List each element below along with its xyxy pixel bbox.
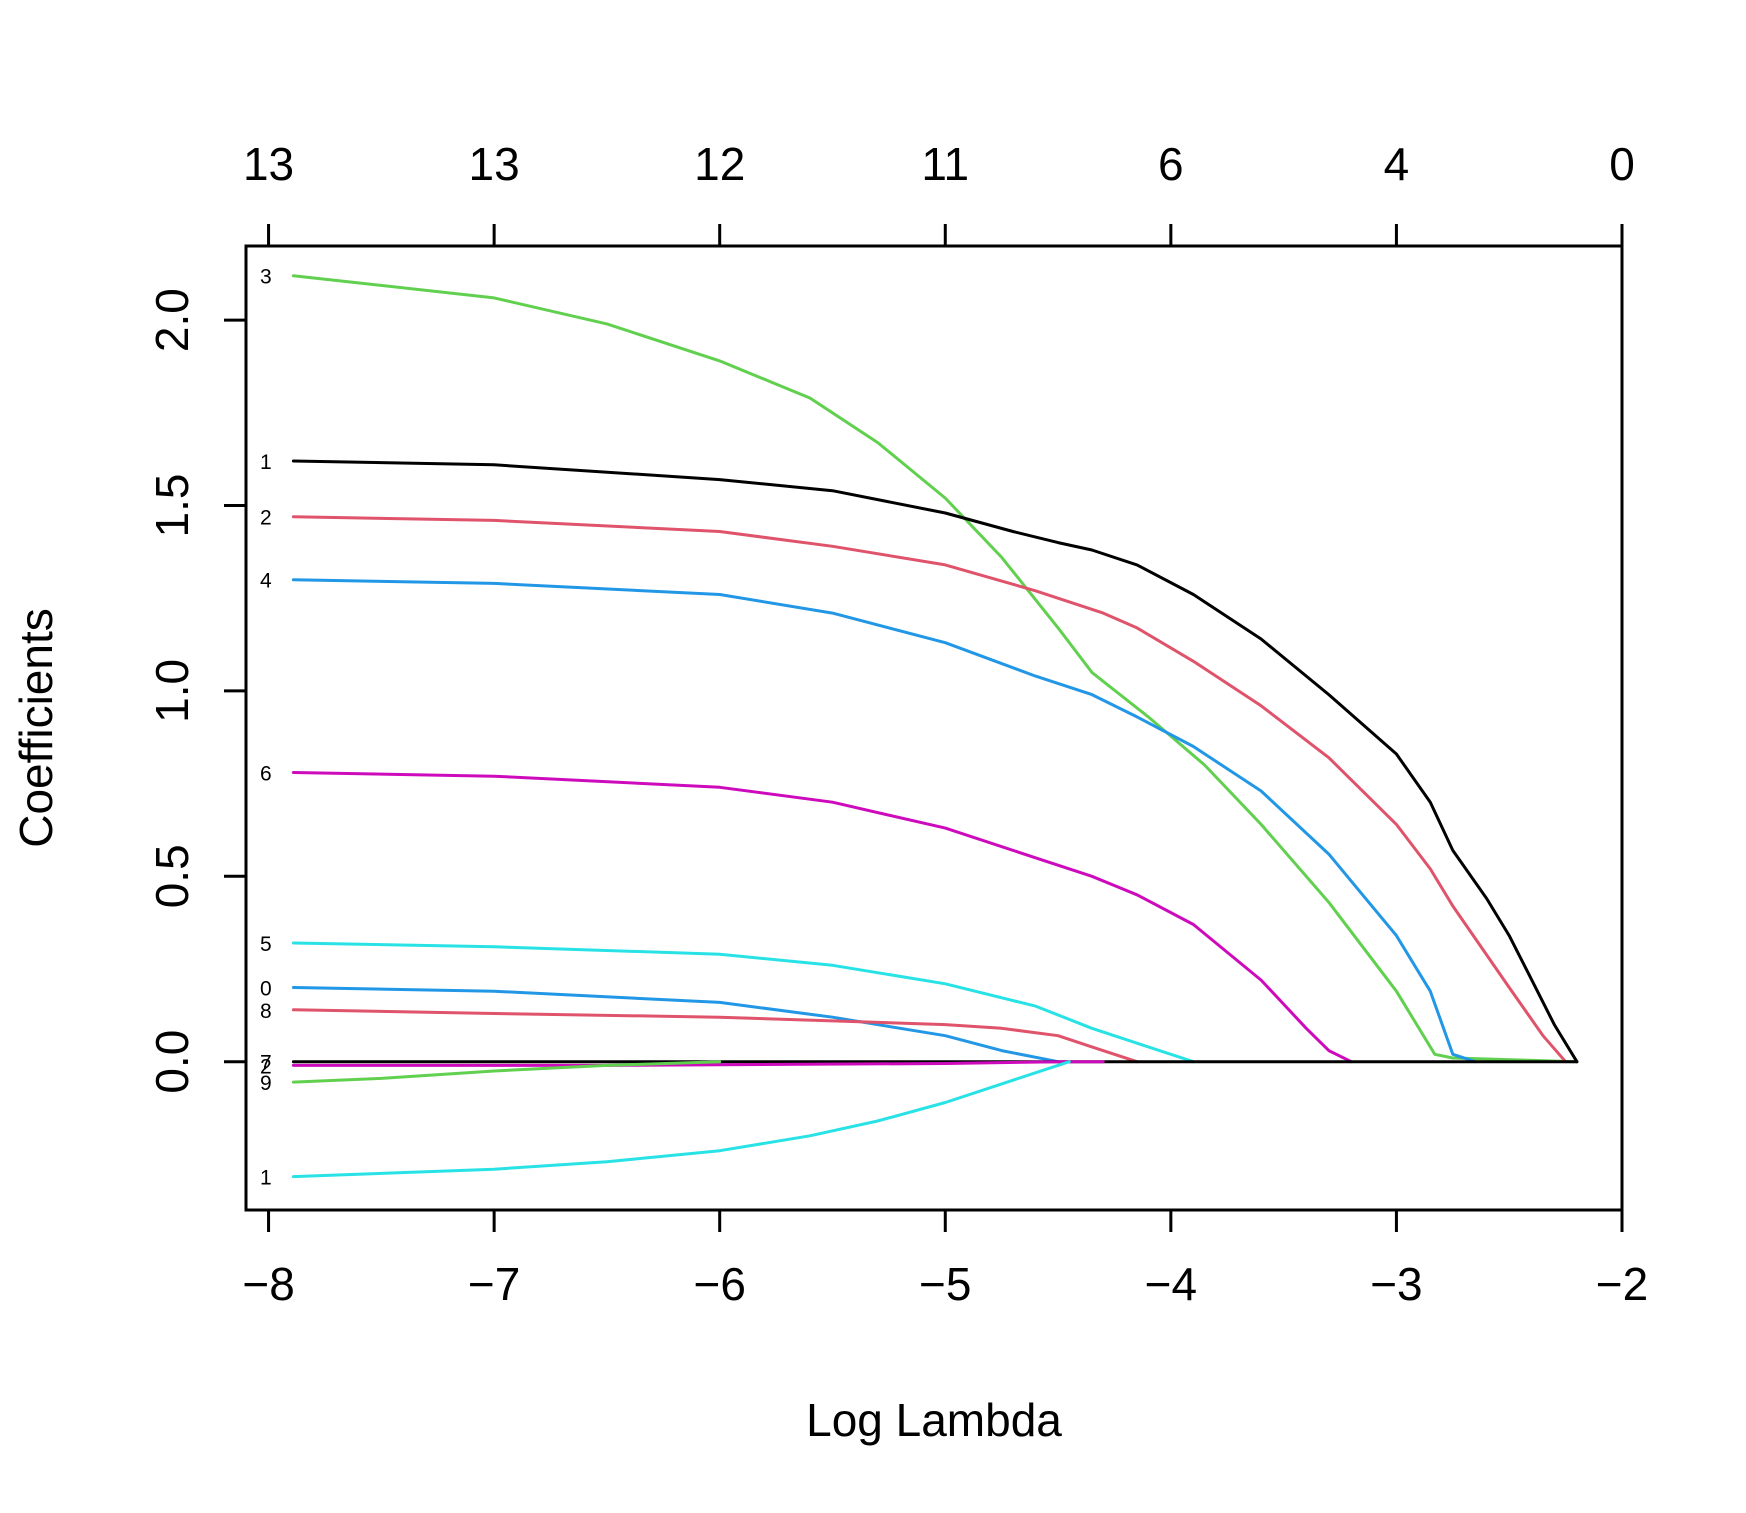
x-tick-label-5: −3 (1370, 1258, 1422, 1310)
top-tick-label-0: 13 (243, 138, 294, 190)
top-tick-label-4: 6 (1158, 138, 1184, 190)
curve-series-5 (291, 941, 1195, 1064)
curve-label-5: 5 (260, 933, 272, 956)
curve-label-0: 3 (260, 266, 272, 289)
top-tick-label-5: 4 (1384, 138, 1410, 190)
curve-label-2: 2 (260, 507, 272, 530)
top-tick-label-2: 12 (694, 138, 745, 190)
curve-series-4 (291, 771, 1353, 1064)
curve-series-7 (291, 1008, 1139, 1064)
x-tick-label-1: −7 (468, 1258, 520, 1310)
y-tick-label-1: 0.5 (146, 844, 198, 908)
curve-series-10 (291, 1060, 722, 1084)
left-axis: 0.0 0.5 1.0 1.5 2.0 (146, 288, 246, 1094)
plot-frame (244, 244, 1624, 1212)
top-tick-label-3: 11 (921, 138, 969, 190)
y-tick-label-4: 2.0 (146, 288, 198, 352)
x-tick-label-6: −2 (1596, 1258, 1648, 1310)
curve-series-9 (291, 1060, 1105, 1067)
y-axis-title: Coefficients (10, 608, 62, 848)
curve-series-6 (291, 986, 1060, 1064)
x-tick-label-4: −4 (1145, 1258, 1197, 1310)
y-tick-label-0: 0.0 (146, 1030, 198, 1094)
curve-series-2 (291, 515, 1568, 1064)
curve-series-1 (291, 459, 1579, 1064)
curve-series-11 (291, 1060, 1071, 1179)
curve-label-1: 1 (260, 451, 272, 474)
top-tick-label-1: 13 (469, 138, 520, 190)
x-axis-title: Log Lambda (806, 1394, 1062, 1446)
bottom-axis: −8 −7 −6 −5 −4 −3 −2 (242, 1210, 1648, 1310)
curve-label-10: 9 (260, 1072, 272, 1095)
x-tick-label-2: −6 (693, 1258, 745, 1310)
curve-series-3 (291, 578, 1477, 1064)
curve-label-9: 2 (260, 1055, 272, 1078)
curve-label-6: 0 (260, 978, 272, 1001)
top-axis: 13 13 12 11 6 4 0 (243, 138, 1635, 246)
curve-label-3: 4 (260, 570, 272, 593)
curve-series-0 (291, 274, 1579, 1064)
x-tick-label-0: −8 (242, 1258, 294, 1310)
curve-label-4: 6 (260, 762, 272, 785)
x-tick-label-3: −5 (919, 1258, 971, 1310)
curve-label-8: 7 (260, 1052, 272, 1075)
top-tick-label-6: 0 (1609, 138, 1635, 190)
curve-label-11: 1 (260, 1167, 272, 1190)
curve-label-7: 8 (260, 1000, 272, 1023)
curve-lines (291, 274, 1579, 1179)
y-tick-label-2: 1.0 (146, 659, 198, 723)
y-tick-label-3: 1.5 (146, 474, 198, 538)
